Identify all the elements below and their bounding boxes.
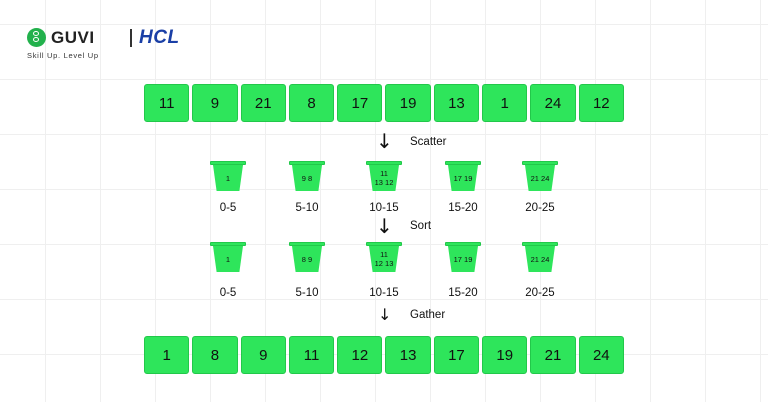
bucket-contents: 21 24 (525, 165, 555, 191)
output-cell: 11 (288, 336, 335, 374)
down-arrow-icon: ↓ (378, 305, 392, 324)
bucket-range-label: 20-25 (525, 202, 555, 214)
output-cell: 21 (530, 336, 576, 374)
bucket-values: 17 19 (453, 254, 473, 264)
input-cell: 13 (433, 84, 480, 122)
step-label-scatter: Scatter (410, 136, 447, 148)
bucket-values: 13 12 (374, 178, 394, 187)
down-arrow-icon: ↓ (376, 129, 393, 153)
bucket: 8 9 (289, 242, 325, 272)
bucket-values: 8 9 (301, 254, 313, 264)
bucket-contents: 9 8 (292, 165, 322, 191)
bucket-values: 9 8 (301, 173, 313, 183)
bucket-contents: 11 13 12 (369, 165, 399, 191)
hcl-wordmark: HCL (139, 27, 180, 48)
bucket-contents: 1 (213, 165, 243, 191)
bucket-rim (210, 242, 246, 246)
bucket-values: 11 (380, 250, 388, 259)
output-cell: 9 (240, 336, 286, 374)
bucket-range-label: 10-15 (369, 287, 399, 299)
bucket-rim (210, 161, 246, 165)
guvi-logo-icon (27, 28, 46, 47)
bucket-rim (445, 161, 481, 165)
tagline: Skill Up. Level Up (27, 51, 99, 60)
output-cell: 17 (433, 336, 480, 374)
output-cell: 24 (578, 336, 624, 374)
bucket: 11 12 13 (366, 242, 402, 272)
bucket-range-label: 10-15 (369, 202, 399, 214)
bucket-values: 17 19 (453, 173, 473, 183)
bucket-rim (289, 161, 325, 165)
guvi-wordmark: GUVI (51, 28, 95, 47)
bucket-values: 21 24 (530, 254, 550, 264)
bucket-rim (445, 242, 481, 246)
output-cell: 1 (144, 336, 190, 374)
bucket-rim (522, 161, 558, 165)
bucket-rim (366, 161, 402, 165)
bucket-rim (289, 242, 325, 246)
output-array: 1 8 9 11 12 13 17 19 21 24 (144, 336, 624, 374)
bucket-contents: 1 (213, 246, 243, 272)
bucket-contents: 17 19 (448, 246, 478, 272)
bucket-range-label: 5-10 (295, 287, 319, 299)
output-cell: 12 (337, 336, 383, 374)
bucket: 11 13 12 (366, 161, 402, 191)
step-label-gather: Gather (410, 309, 446, 321)
bucket-values: 11 (380, 169, 388, 178)
input-array: 11 9 21 8 17 19 13 1 24 12 (144, 84, 624, 122)
down-arrow-icon: ↓ (376, 214, 393, 238)
step-label-sort: Sort (410, 220, 432, 232)
bucket-values: 12 13 (374, 259, 394, 268)
bucket: 1 (210, 242, 246, 272)
bucket: 17 19 (445, 242, 481, 272)
input-cell: 1 (482, 84, 528, 122)
bucket: 9 8 (289, 161, 325, 191)
bucket: 21 24 (522, 242, 558, 272)
input-cell: 12 (578, 84, 624, 122)
bucket-range-label: 0-5 (219, 202, 237, 214)
bucket-rim (522, 242, 558, 246)
logo-divider (130, 29, 132, 47)
bucket-contents: 8 9 (292, 246, 322, 272)
bucket-values: 21 24 (530, 173, 550, 183)
input-cell: 21 (240, 84, 286, 122)
output-cell: 19 (482, 336, 528, 374)
input-cell: 24 (530, 84, 576, 122)
bucket-values: 1 (225, 173, 231, 183)
output-cell: 13 (385, 336, 431, 374)
input-cell: 11 (144, 84, 190, 122)
bucket-contents: 21 24 (525, 246, 555, 272)
bucket: 17 19 (445, 161, 481, 191)
bucket-range-label: 20-25 (525, 287, 555, 299)
bucket-range-label: 15-20 (448, 287, 478, 299)
bucket: 1 (210, 161, 246, 191)
bucket-rim (366, 242, 402, 246)
bucket-range-label: 0-5 (219, 287, 237, 299)
bucket-range-label: 15-20 (448, 202, 478, 214)
output-cell: 8 (192, 336, 238, 374)
input-cell: 8 (288, 84, 335, 122)
bucket: 21 24 (522, 161, 558, 191)
input-cell: 17 (337, 84, 383, 122)
bucket-values: 1 (225, 254, 231, 264)
bucket-range-label: 5-10 (295, 202, 319, 214)
bucket-contents: 11 12 13 (369, 246, 399, 272)
input-cell: 19 (385, 84, 431, 122)
input-cell: 9 (192, 84, 238, 122)
bucket-contents: 17 19 (448, 165, 478, 191)
